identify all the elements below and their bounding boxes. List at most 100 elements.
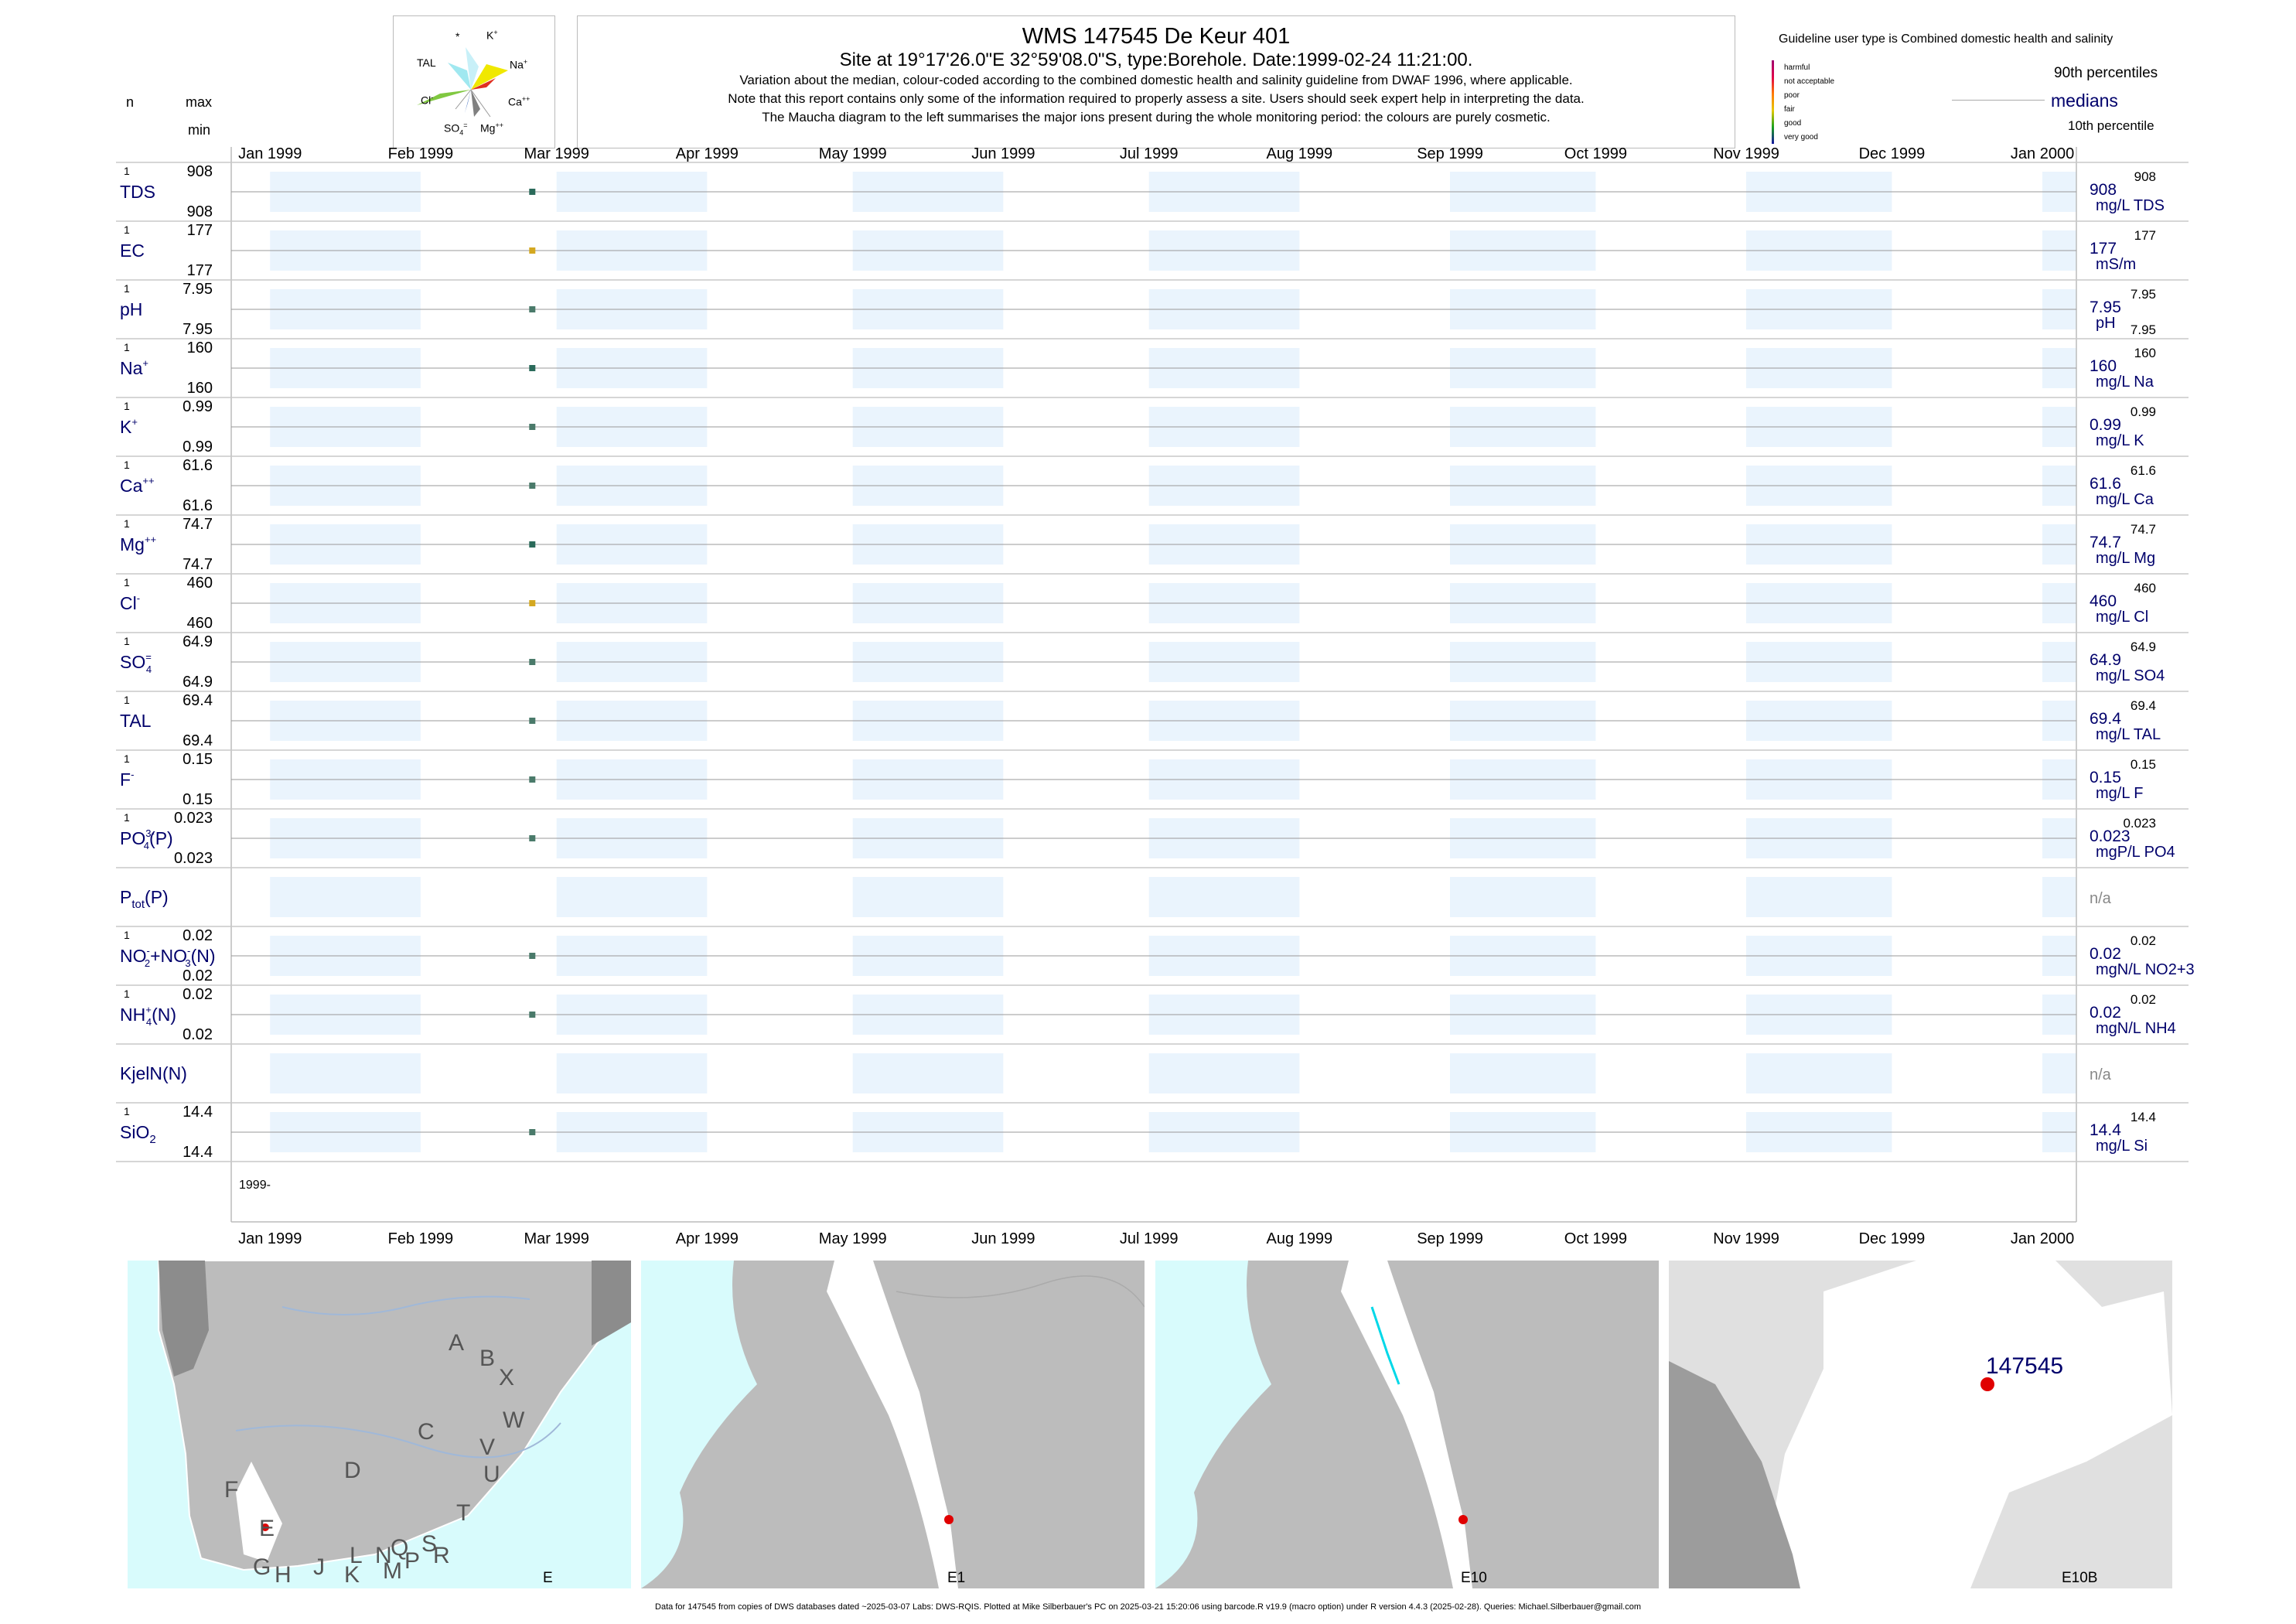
- row-max: 177: [187, 222, 213, 239]
- maucha-diagram: * K+ TAL Na+ Cl- Ca++ SO4= Mg++: [393, 15, 555, 148]
- data-point-k: [529, 424, 536, 430]
- row-unit: mg/L Cl: [2096, 609, 2148, 626]
- data-point-nh: [529, 1012, 536, 1018]
- row-min: 460: [187, 615, 213, 632]
- data-point-f: [529, 776, 536, 783]
- legend-good: good: [1784, 119, 1802, 128]
- region-label-r: R: [433, 1543, 450, 1568]
- region-label-w: W: [503, 1407, 525, 1433]
- row-p90: 74.7: [2131, 522, 2156, 537]
- month-shade: [852, 1053, 1004, 1093]
- row-n: 1: [124, 635, 130, 647]
- param-label: Cl-: [120, 592, 140, 613]
- data-point-tal: [529, 718, 536, 724]
- month-shade: [1746, 877, 1892, 917]
- region-label-p: P: [404, 1548, 421, 1574]
- param-label: Ptot(P): [120, 887, 169, 911]
- region-label-d: D: [344, 1458, 361, 1483]
- region-label-h: H: [275, 1562, 292, 1588]
- row-unit: pH: [2096, 315, 2116, 332]
- region-label-c: C: [418, 1419, 435, 1445]
- legend-p90: 90th percentiles: [2054, 65, 2158, 81]
- report-header: WMS 147545 De Keur 401 Site at 19°17'26.…: [577, 15, 1735, 148]
- map-e10: E10: [1155, 1261, 1659, 1588]
- row-n: 1: [124, 282, 130, 295]
- row-unit: mgP/L PO4: [2096, 844, 2175, 861]
- row-p90: 160: [2134, 346, 2156, 360]
- data-point-mg: [529, 541, 536, 548]
- row-max: 0.99: [183, 398, 213, 415]
- maucha-tal-label: TAL: [417, 56, 436, 69]
- region-label-u: U: [483, 1462, 500, 1487]
- row-max: 69.4: [183, 692, 213, 709]
- row-p90: 0.02: [2131, 992, 2156, 1007]
- row-n: 1: [124, 988, 130, 1000]
- region-label-f: F: [224, 1477, 239, 1503]
- param-label: TAL: [120, 711, 152, 731]
- maucha-cl-label: Cl-: [421, 94, 434, 107]
- row-min: 69.4: [183, 732, 213, 749]
- data-point-tds: [529, 189, 536, 195]
- map-e10b-label: E10B: [2062, 1570, 2098, 1586]
- row-unit: mgN/L NH4: [2096, 1020, 2176, 1037]
- x-tick-label-top: Jan 1999: [238, 145, 302, 162]
- map-e1: E1: [641, 1261, 1145, 1588]
- param-label: NO-2+NO-3(N): [120, 945, 216, 969]
- x-tick-label-bottom: Apr 1999: [676, 1230, 739, 1247]
- region-label-a: A: [449, 1330, 465, 1356]
- x-tick-label-bottom: Jan 2000: [2011, 1230, 2074, 1247]
- row-n: 1: [124, 165, 130, 177]
- region-label-j: J: [313, 1554, 325, 1580]
- year-label: 1999-: [239, 1179, 271, 1192]
- row-n: 1: [124, 1105, 130, 1117]
- row-unit: mg/L Mg: [2096, 550, 2155, 567]
- param-label: NH+ 4(N): [120, 1004, 176, 1028]
- n-header: n: [126, 94, 135, 110]
- x-tick-label-top: Apr 1999: [676, 145, 739, 162]
- x-tick-label-top: Jun 1999: [971, 145, 1035, 162]
- row-n: 1: [124, 459, 130, 471]
- data-point-na: [529, 365, 536, 371]
- legend-very-good: very good: [1784, 133, 1818, 142]
- region-label-k: K: [344, 1562, 360, 1588]
- map-e10b-svg: [1669, 1261, 2172, 1588]
- month-shade: [556, 877, 708, 917]
- x-tick-label-bottom: Jan 1999: [238, 1230, 302, 1247]
- row-min: 0.023: [174, 850, 213, 867]
- param-label: KjelN(N): [120, 1063, 187, 1083]
- row-n: 1: [124, 223, 130, 236]
- row-min: 160: [187, 380, 213, 397]
- month-shade: [1148, 877, 1300, 917]
- row-max: 64.9: [183, 633, 213, 650]
- row-median: 0.023: [2090, 827, 2131, 845]
- note-line-1: Variation about the median, colour-coded…: [739, 73, 1573, 87]
- region-label-b: B: [479, 1346, 496, 1371]
- param-label: K+: [120, 416, 138, 437]
- row-max: 0.02: [183, 986, 213, 1003]
- data-point-po: [529, 835, 536, 841]
- x-tick-label-bottom: Nov 1999: [1713, 1230, 1779, 1247]
- row-unit: mg/L TDS: [2096, 197, 2165, 214]
- footer-text: Data for 147545 from copies of DWS datab…: [655, 1602, 1641, 1612]
- row-n: 1: [124, 929, 130, 941]
- row-min: 7.95: [183, 321, 213, 338]
- row-p90: 7.95: [2131, 287, 2156, 302]
- x-tick-label-top: Nov 1999: [1713, 145, 1779, 162]
- report-title: WMS 147545 De Keur 401: [1022, 24, 1291, 49]
- legend-not-acceptable: not acceptable: [1784, 77, 1835, 86]
- maucha-petal-tal: [448, 63, 471, 90]
- legend-fair: fair: [1784, 105, 1795, 114]
- legend-poor: poor: [1784, 91, 1800, 100]
- region-label-n: N: [375, 1543, 392, 1568]
- param-label: SiO2: [120, 1122, 156, 1146]
- row-unit: mg/L TAL: [2096, 726, 2161, 743]
- maucha-petal-cl: [417, 90, 471, 105]
- data-point-so: [529, 659, 536, 665]
- x-tick-label-bottom: Sep 1999: [1417, 1230, 1483, 1247]
- region-label-s: S: [421, 1531, 438, 1557]
- legend-harmful: harmful: [1784, 63, 1810, 72]
- x-tick-label-bottom: Feb 1999: [388, 1230, 454, 1247]
- region-label-q: Q: [391, 1535, 409, 1561]
- time-series-chart: Jan 1999 Jan 1999 Feb 1999 Feb 1999 Mar 1999…: [116, 145, 2195, 1247]
